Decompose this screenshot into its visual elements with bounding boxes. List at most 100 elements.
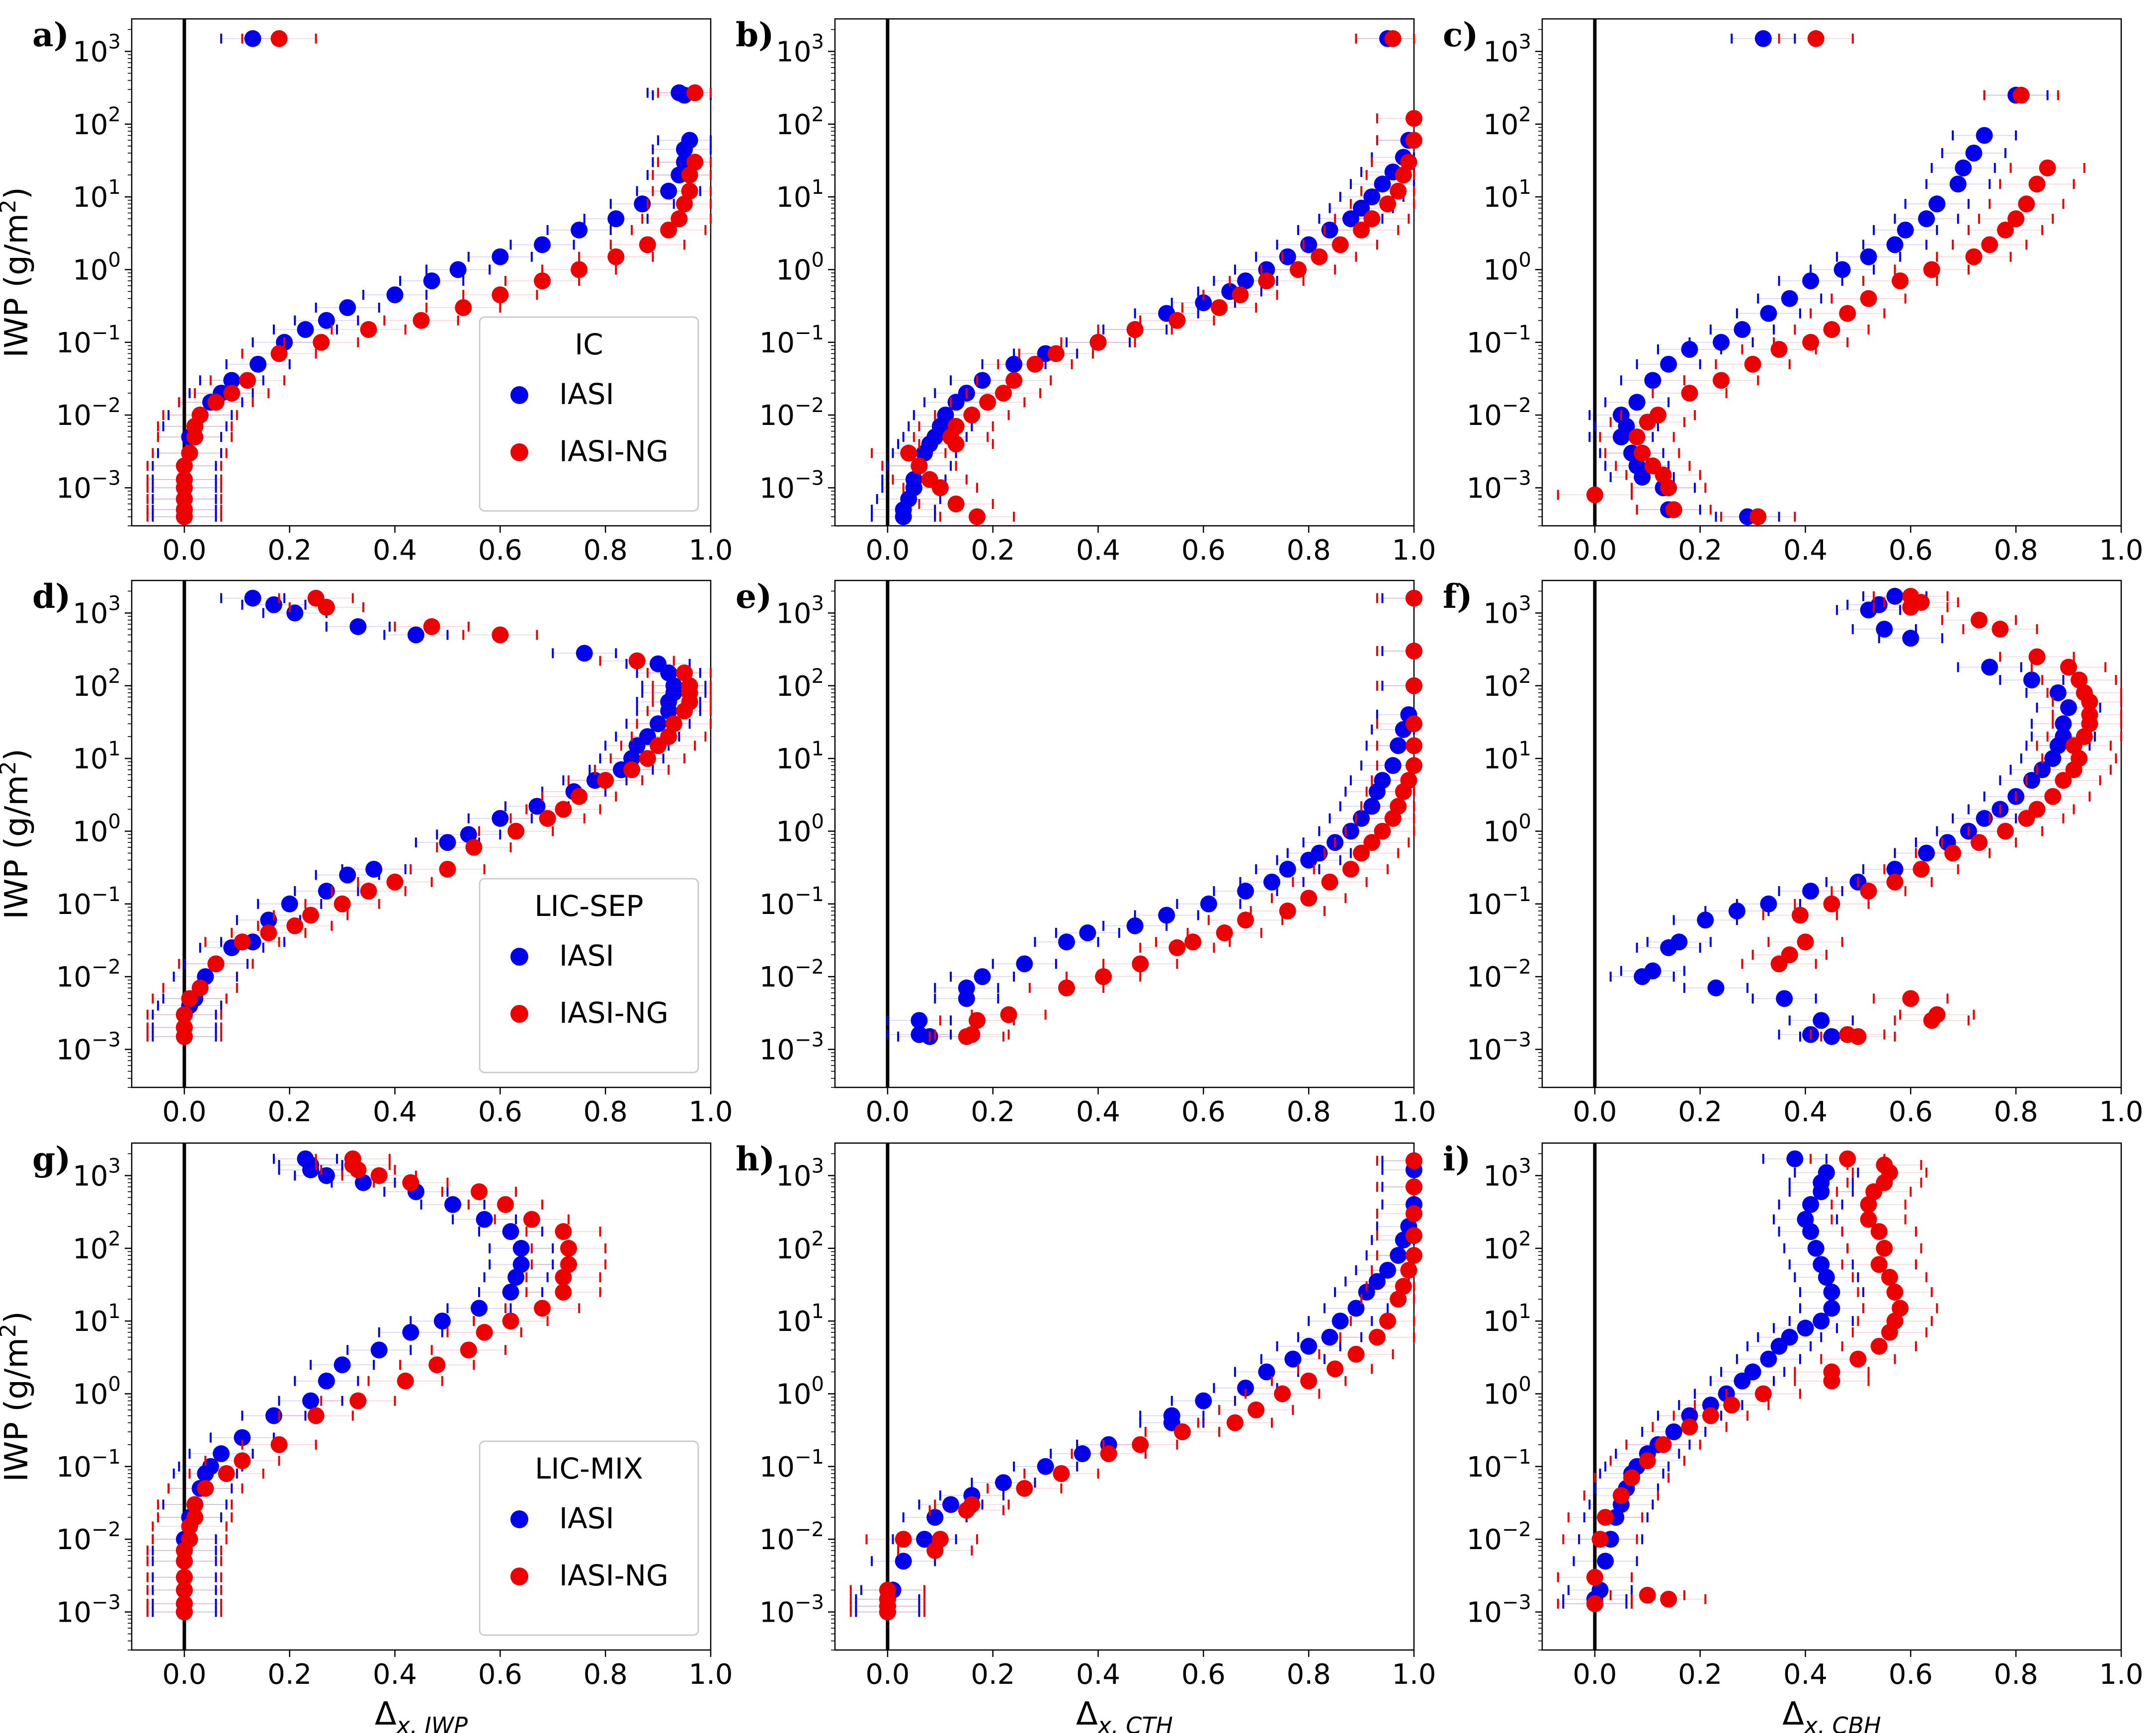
data-point (1406, 737, 1422, 754)
data-point (197, 1480, 214, 1497)
data-point (1174, 1423, 1191, 1440)
data-point (175, 457, 193, 475)
data-point (2007, 210, 2025, 228)
data-point (2049, 684, 2067, 701)
y-tick-label: 10−3 (759, 1591, 824, 1629)
series-iasi (1588, 30, 2049, 525)
data-point (1639, 1586, 1656, 1604)
data-point (2023, 772, 2040, 789)
data-point (218, 1465, 235, 1482)
legend-marker (510, 1005, 528, 1023)
data-point (1311, 844, 1328, 862)
series-iasi-ng (871, 30, 1422, 525)
data-point (1802, 333, 1820, 351)
data-point (265, 596, 282, 613)
data-point (1976, 810, 1993, 827)
data-point (1818, 1164, 1835, 1181)
x-tick-label: 0.2 (971, 1658, 1015, 1691)
data-point (471, 1300, 488, 1317)
axes-frame (131, 18, 712, 527)
x-tick-label: 1.0 (688, 534, 733, 567)
data-point (1379, 195, 1397, 213)
data-point (2018, 195, 2035, 213)
data-point (1406, 715, 1422, 733)
data-point (460, 1341, 477, 1359)
data-point (307, 1407, 325, 1424)
legend-box (479, 878, 699, 1073)
data-point (974, 372, 991, 389)
data-point (2028, 648, 2046, 665)
data-point (2060, 659, 2077, 676)
x-tick-label: 0.2 (267, 1658, 312, 1691)
data-point (260, 924, 277, 942)
data-point (1791, 907, 1809, 924)
y-tick-label: 10−1 (759, 883, 824, 921)
x-tick-label: 0.6 (1181, 1096, 1226, 1128)
data-point (1237, 272, 1254, 290)
data-point (2044, 750, 2062, 767)
data-point (968, 508, 986, 525)
data-point (1707, 979, 1725, 996)
data-point (2055, 772, 2072, 789)
x-tick-label: 0.6 (478, 534, 522, 567)
data-point (1902, 990, 1919, 1007)
x-tick-label: 0.8 (583, 534, 628, 567)
legend-entry: IASI-NG (559, 434, 668, 468)
y-tick-label: 103 (1483, 1155, 1531, 1192)
data-point (213, 1445, 230, 1463)
y-tick-label: 100 (1483, 810, 1531, 848)
data-point (492, 626, 509, 644)
data-point (1870, 1223, 1888, 1240)
data-point (1279, 248, 1296, 265)
data-point (207, 955, 225, 973)
x-tick-label: 0.0 (162, 1096, 206, 1128)
data-point (207, 394, 225, 411)
data-point (1734, 321, 1751, 338)
x-tick-label: 0.0 (162, 1658, 206, 1691)
data-point (1886, 1283, 1904, 1301)
data-point (2055, 715, 2072, 733)
data-point (1363, 834, 1381, 851)
data-point (302, 1392, 320, 1409)
x-tick-label: 0.6 (1889, 1658, 1933, 1691)
data-point (1870, 1256, 1888, 1273)
data-point (1390, 737, 1407, 754)
data-point (576, 645, 593, 662)
data-point (1876, 620, 1893, 638)
panel-letter: c) (1443, 15, 1478, 54)
panel-letter: d) (32, 577, 71, 616)
series-iasi-ng (146, 589, 712, 1045)
data-point (1981, 659, 1998, 676)
y-tick-label: 102 (1483, 1228, 1531, 1265)
data-point (1818, 1269, 1835, 1286)
data-point (931, 1531, 949, 1548)
x-tick-label: 0.8 (583, 1096, 628, 1128)
data-point (2071, 750, 2088, 767)
data-point (1586, 1595, 1603, 1612)
data-point (1342, 860, 1359, 878)
data-point (1195, 294, 1212, 312)
x-tick-label: 0.8 (1994, 1658, 2038, 1691)
y-tick-label: 102 (1483, 103, 1531, 141)
data-point (318, 312, 335, 329)
data-point (318, 1372, 335, 1390)
data-point (234, 1429, 251, 1446)
y-tick-label: 102 (73, 103, 121, 141)
data-point (1713, 333, 1730, 351)
data-point (911, 1026, 928, 1043)
data-point (1797, 1320, 1814, 1337)
legend: LIC-MIX IASI IASI-NG (479, 1440, 699, 1636)
data-point (1639, 1452, 1656, 1470)
data-point (1163, 1407, 1180, 1424)
data-point (895, 1553, 912, 1570)
data-point (905, 471, 922, 488)
data-point (333, 1356, 351, 1374)
y-axis-label: IWP (g/m2) (0, 748, 35, 919)
data-point (286, 917, 304, 934)
data-point (686, 154, 704, 171)
data-point (507, 823, 525, 840)
data-point (1058, 979, 1075, 996)
data-point (1395, 166, 1412, 184)
axes-frame (1541, 18, 2122, 527)
data-point (1400, 772, 1417, 789)
